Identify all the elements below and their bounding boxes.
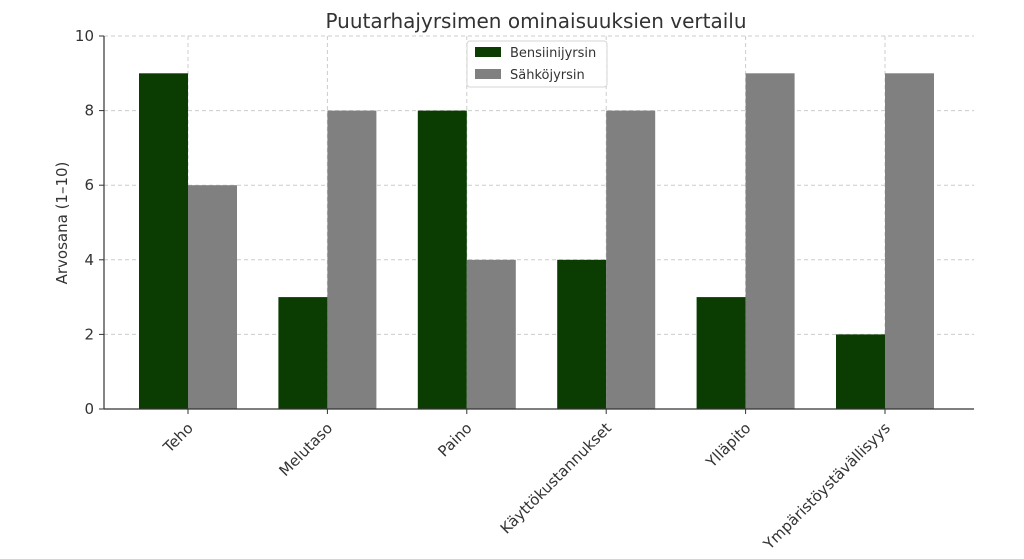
bar-bensiinijyrsin-ymparistoystavallisyys (836, 334, 885, 409)
legend-label-bensiinijyrsin: Bensiinijyrsin (510, 46, 596, 61)
legend: Bensiinijyrsin Sähköjyrsin (466, 40, 608, 88)
legend-swatch-bensiinijyrsin (475, 47, 501, 57)
x-tick-label-ymparistoystavallisyys: Ympäristöystävällisyys (759, 419, 894, 554)
bar-bensiinijyrsin-melutaso (278, 297, 328, 409)
bar-sahkojyrsin-paino (466, 259, 516, 409)
bar-bensiinijyrsin-kayttokustannukset (557, 259, 607, 409)
y-tick-label: 2 (84, 325, 94, 343)
y-tick-label: 6 (84, 176, 94, 194)
x-tick-label-melutaso: Melutaso (275, 419, 336, 480)
x-tick-label-kayttokustannukset: Käyttökustannukset (497, 419, 615, 537)
bar-bensiinijyrsin-yllapito (696, 297, 746, 409)
x-tick-label-paino: Paino (434, 419, 475, 460)
y-tick-label: 0 (84, 400, 94, 418)
y-tick-label: 10 (75, 27, 94, 45)
legend-swatch-sahkojyrsin (475, 69, 501, 79)
bars (139, 73, 934, 410)
legend-frame (466, 40, 608, 88)
bar-bensiinijyrsin-paino (417, 110, 467, 409)
y-tick-label: 4 (84, 251, 94, 269)
y-axis-label: Arvosana (1–10) (53, 162, 71, 285)
axes (99, 35, 974, 414)
y-tick-label: 8 (84, 102, 94, 120)
bar-bensiinijyrsin-teho (139, 73, 188, 410)
bar-sahkojyrsin-teho (188, 185, 237, 409)
bar-sahkojyrsin-kayttokustannukset (606, 110, 656, 409)
chart-title: Puutarhajyrsimen ominaisuuksien vertailu (325, 9, 746, 33)
bar-sahkojyrsin-melutaso (327, 110, 377, 409)
bar-sahkojyrsin-yllapito (745, 73, 795, 410)
bar-sahkojyrsin-ymparistoystavallisyys (885, 73, 934, 410)
x-tick-label-yllapito: Ylläpito (702, 419, 755, 472)
x-tick-label-teho: Teho (159, 419, 197, 457)
legend-label-sahkojyrsin: Sähköjyrsin (510, 68, 585, 83)
